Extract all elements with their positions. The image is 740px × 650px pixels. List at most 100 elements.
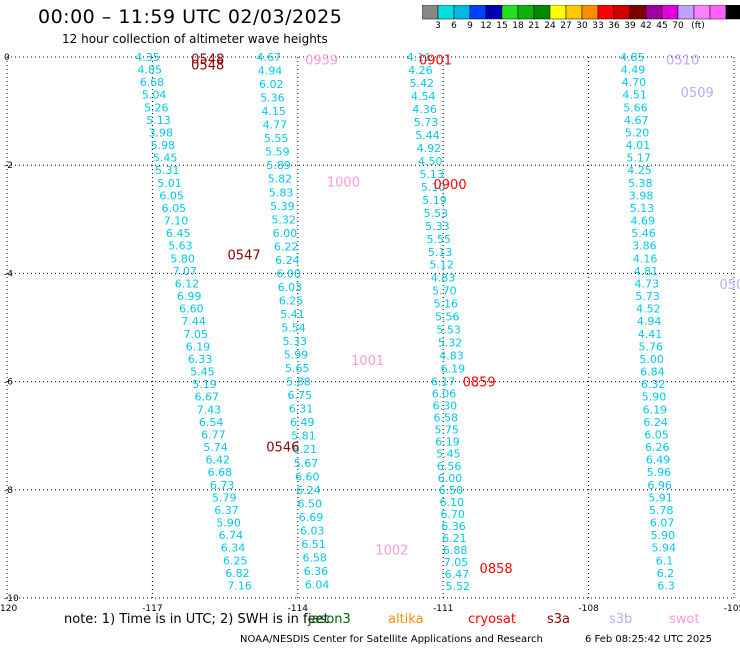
wave-height-label: 7.43 bbox=[197, 403, 222, 416]
wave-height-label: 6.25 bbox=[279, 294, 304, 307]
wave-height-label: 5.90 bbox=[216, 517, 241, 530]
wave-height-label: 6.22 bbox=[274, 240, 299, 253]
wave-height-label: 5.67 bbox=[294, 457, 319, 470]
wave-height-label: 5.39 bbox=[270, 200, 295, 213]
pass-time-label: 0858 bbox=[480, 562, 513, 577]
wave-height-label: 4.73 bbox=[635, 277, 660, 290]
wave-height-label: 5.55 bbox=[264, 132, 289, 145]
wave-height-label: 5.42 bbox=[410, 77, 435, 90]
wave-height-label: 5.13 bbox=[630, 202, 655, 215]
wave-height-label: 6.19 bbox=[441, 363, 466, 376]
wave-height-label: 6.37 bbox=[214, 504, 239, 517]
wave-height-label: 6.45 bbox=[166, 227, 191, 240]
wave-height-label: 4.77 bbox=[263, 119, 288, 132]
wave-height-label: 6.75 bbox=[288, 389, 313, 402]
wave-height-label: 4.50 bbox=[418, 155, 443, 168]
wave-height-label: 4.26 bbox=[408, 64, 433, 77]
pass-time-label: 0509 bbox=[681, 86, 714, 101]
y-tick-label: -8 bbox=[4, 486, 13, 496]
wave-height-label: 6.99 bbox=[177, 290, 202, 303]
wave-height-label: 5.76 bbox=[639, 340, 664, 353]
wave-height-label: 6.24 bbox=[643, 416, 668, 429]
colorbar-label: 15 bbox=[496, 21, 508, 31]
x-tick-label: -105 bbox=[724, 604, 740, 614]
wave-height-label: 5.33 bbox=[283, 335, 308, 348]
pass-time-label: 0900 bbox=[434, 178, 467, 193]
wave-height-label: 5.70 bbox=[432, 285, 457, 298]
wave-height-label: 4.69 bbox=[630, 215, 655, 228]
wave-height-label: 4.94 bbox=[258, 65, 283, 78]
colorbar-label: 3 bbox=[435, 21, 441, 31]
legend-altika: altika bbox=[388, 612, 424, 627]
wave-height-label: 6.04 bbox=[305, 578, 330, 591]
wave-height-label: 4.52 bbox=[636, 303, 661, 316]
wave-height-label: 5.65 bbox=[285, 362, 310, 375]
wave-height-label: 6.58 bbox=[302, 551, 327, 564]
wave-height-label: 4.94 bbox=[637, 315, 662, 328]
wave-height-label: 5.75 bbox=[434, 424, 459, 437]
pass-time-label: 0508 bbox=[719, 278, 740, 293]
colorbar-label: 70 bbox=[672, 21, 684, 31]
wave-height-label: 4.85 bbox=[620, 51, 645, 64]
colorbar-labels: 3 6 9 12 15 18 21 24 27 30 33 36 39 42 45 70 (ft) bbox=[422, 21, 740, 35]
wave-height-label: 4.36 bbox=[412, 103, 437, 116]
wave-height-label: 5.54 bbox=[281, 322, 306, 335]
wave-height-label: 5.90 bbox=[651, 529, 676, 542]
wave-height-label: 3.98 bbox=[629, 189, 654, 202]
wave-height-label: 5.79 bbox=[212, 491, 237, 504]
wave-height-label: 4.01 bbox=[626, 139, 651, 152]
legend-swot: swot bbox=[669, 612, 700, 627]
wave-height-label: 5.01 bbox=[157, 177, 182, 190]
wave-height-label: 6.2 bbox=[657, 567, 675, 580]
wave-height-label: 5.13 bbox=[428, 246, 453, 259]
wave-height-label: 6.96 bbox=[647, 479, 672, 492]
wave-height-label: 5.59 bbox=[265, 146, 290, 159]
wave-height-label: 5.81 bbox=[291, 430, 316, 443]
wave-height-label: 4.54 bbox=[411, 90, 436, 103]
wave-height-label: 6.32 bbox=[641, 378, 666, 391]
y-tick-label: -6 bbox=[4, 378, 13, 388]
wave-height-label: 4.67 bbox=[624, 114, 649, 127]
wave-height-label: 5.32 bbox=[438, 337, 463, 350]
wave-height-label: 5.13 bbox=[146, 114, 171, 127]
wave-height-label: 5.44 bbox=[415, 129, 440, 142]
colorbar-label: 39 bbox=[624, 21, 636, 31]
y-tick-label: -4 bbox=[4, 269, 13, 279]
wave-height-label: 4.15 bbox=[261, 105, 286, 118]
chart-title: 00:00 – 11:59 UTC 02/03/2025 bbox=[38, 6, 343, 28]
wave-height-label: 5.89 bbox=[266, 159, 291, 172]
colorbar-label: 24 bbox=[544, 21, 556, 31]
wave-height-label: 5.78 bbox=[649, 504, 674, 517]
legend-jason3: jason3 bbox=[308, 612, 351, 627]
x-tick-label: -111 bbox=[433, 604, 453, 614]
wave-height-label: 6.24 bbox=[275, 254, 300, 267]
wave-height-label: 6.36 bbox=[441, 520, 466, 533]
wave-height-label: 6.02 bbox=[259, 78, 284, 91]
wave-height-label: 6.19 bbox=[186, 340, 211, 353]
y-tick-label: -10 bbox=[4, 594, 19, 604]
x-tick-label: -120 bbox=[0, 604, 17, 614]
wave-height-label: 6.60 bbox=[295, 470, 320, 483]
y-tick-label: -2 bbox=[4, 161, 13, 171]
colorbar-label: (ft) bbox=[691, 21, 705, 31]
wave-height-label: 5.90 bbox=[642, 391, 667, 404]
wave-height-label: 6.12 bbox=[175, 277, 200, 290]
wave-height-label: 5.45 bbox=[153, 152, 178, 165]
wave-height-label: 6.58 bbox=[434, 412, 459, 425]
wave-height-label: 6.60 bbox=[179, 303, 204, 316]
colorbar-label: 6 bbox=[451, 21, 457, 31]
wave-height-label: 5.17 bbox=[626, 152, 651, 165]
wave-height-label: 6.19 bbox=[643, 403, 668, 416]
wave-height-label: 4.70 bbox=[622, 76, 647, 89]
wave-height-label: 6.03 bbox=[300, 524, 325, 537]
footer-timestamp: 6 Feb 08:25:42 UTC 2025 bbox=[585, 634, 712, 645]
wave-height-label: 6.3 bbox=[657, 579, 675, 592]
wave-height-label: 6.50 bbox=[439, 484, 464, 497]
wave-height-label: 6.77 bbox=[201, 428, 226, 441]
wave-height-label: 5.83 bbox=[269, 186, 294, 199]
wave-height-label: 6.56 bbox=[437, 460, 462, 473]
y-tick-label: 0 bbox=[4, 53, 10, 63]
pass-time-label: 0510 bbox=[666, 54, 699, 69]
wave-height-label: 6.21 bbox=[293, 443, 318, 456]
wave-height-label: 5.73 bbox=[635, 290, 660, 303]
